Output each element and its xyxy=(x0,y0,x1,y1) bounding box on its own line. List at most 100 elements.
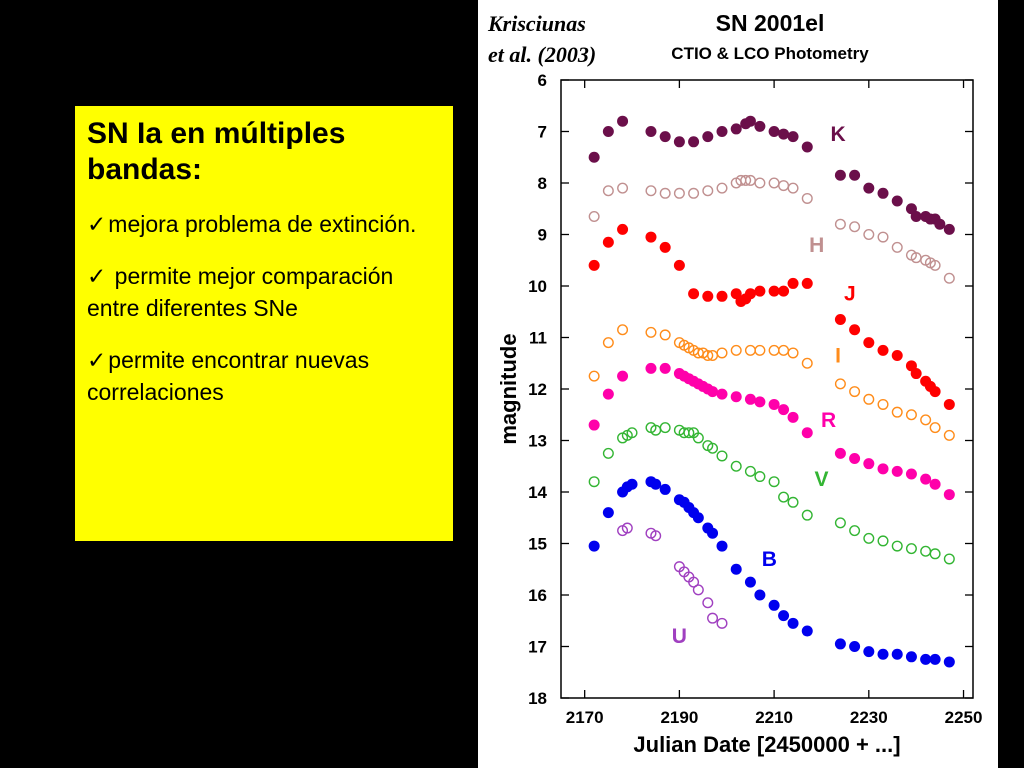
data-point xyxy=(910,210,922,222)
series-B xyxy=(588,476,955,668)
data-point xyxy=(778,404,790,416)
y-tick-label: 8 xyxy=(538,174,547,193)
data-point xyxy=(692,432,704,444)
data-point xyxy=(588,210,600,222)
yellow-text-box: SN Ia en múltiples bandas: ✓mejora probl… xyxy=(75,106,453,541)
y-axis-label: magnitude xyxy=(496,333,521,444)
data-point xyxy=(801,277,813,289)
data-point xyxy=(768,599,780,611)
data-point xyxy=(588,151,600,163)
data-point xyxy=(621,522,633,534)
data-point xyxy=(650,530,662,542)
series-R xyxy=(588,362,955,501)
data-point xyxy=(754,589,766,601)
y-tick-label: 10 xyxy=(528,277,547,296)
data-point xyxy=(754,396,766,408)
data-point xyxy=(659,483,671,495)
data-point xyxy=(929,386,941,398)
x-axis: 2170 2190 2210 2230 2250 xyxy=(566,80,983,727)
data-point xyxy=(877,231,889,243)
data-point xyxy=(849,453,861,465)
data-point xyxy=(744,288,756,300)
data-point xyxy=(787,347,799,359)
y-tick-label: 9 xyxy=(538,226,547,245)
y-tick-label: 11 xyxy=(529,329,547,348)
data-point xyxy=(834,638,846,650)
data-point xyxy=(891,406,903,418)
data-point xyxy=(877,344,889,356)
y-axis: 6 7 8 9 10 11 12 13 14 15 16 17 18 xyxy=(528,71,973,708)
data-point xyxy=(617,182,629,194)
data-points xyxy=(588,115,955,668)
data-point xyxy=(905,409,917,421)
data-point xyxy=(943,553,955,565)
data-point xyxy=(754,471,766,483)
data-point xyxy=(943,223,955,235)
data-point xyxy=(744,115,756,127)
y-tick-label: 7 xyxy=(538,123,547,142)
bullet-item-correlations: ✓permite encontrar nuevas correlaciones xyxy=(87,344,443,408)
data-point xyxy=(716,450,728,462)
data-point xyxy=(602,185,614,197)
data-point xyxy=(863,532,875,544)
band-label: K xyxy=(830,123,845,146)
data-point xyxy=(834,313,846,325)
x-tick-label: 2190 xyxy=(660,708,698,727)
data-point xyxy=(716,617,728,629)
data-point xyxy=(602,126,614,137)
x-tick-label: 2170 xyxy=(566,708,604,727)
citation-year: et al. (2003) xyxy=(488,42,597,67)
data-point xyxy=(778,491,790,503)
data-point xyxy=(920,545,932,557)
data-point xyxy=(891,648,903,660)
data-point xyxy=(602,236,614,248)
x-tick-label: 2250 xyxy=(945,708,983,727)
y-tick-label: 13 xyxy=(528,432,547,451)
data-point xyxy=(801,192,813,204)
data-point xyxy=(877,648,889,660)
data-point xyxy=(754,344,766,356)
data-point xyxy=(626,427,638,439)
data-point xyxy=(834,218,846,230)
band-label: H xyxy=(809,234,824,257)
data-point xyxy=(778,344,790,356)
data-point xyxy=(905,468,917,480)
data-point xyxy=(787,617,799,629)
bullet-text: permite mejor comparación entre diferent… xyxy=(87,263,394,321)
data-point xyxy=(877,535,889,547)
data-point xyxy=(863,337,875,349)
bullet-text: mejora problema de extinción. xyxy=(108,211,417,237)
data-point xyxy=(716,126,728,137)
x-axis-label: Julian Date [2450000 + ...] xyxy=(633,732,900,757)
data-point xyxy=(707,612,719,624)
data-point xyxy=(943,398,955,410)
data-point xyxy=(891,195,903,207)
data-point xyxy=(659,131,671,143)
data-point xyxy=(659,362,671,374)
band-labels: K H J I R V B U xyxy=(672,123,856,648)
series-U xyxy=(617,522,728,629)
data-point xyxy=(702,597,714,609)
data-point xyxy=(702,185,714,197)
series-V xyxy=(588,422,955,565)
data-point xyxy=(702,350,714,362)
y-tick-label: 16 xyxy=(528,586,547,605)
data-point xyxy=(730,344,742,356)
chart-subtitle: CTIO & LCO Photometry xyxy=(671,44,869,63)
data-point xyxy=(863,228,875,240)
data-point xyxy=(877,463,889,475)
data-point xyxy=(891,241,903,253)
data-point xyxy=(929,478,941,490)
band-label: J xyxy=(844,283,856,306)
y-tick-label: 14 xyxy=(528,483,547,502)
data-point xyxy=(929,548,941,560)
data-point xyxy=(626,478,638,490)
series-K xyxy=(588,115,955,235)
data-point xyxy=(891,465,903,477)
data-point xyxy=(730,563,742,575)
data-point xyxy=(602,388,614,400)
data-point xyxy=(730,460,742,472)
band-label: B xyxy=(762,548,777,571)
